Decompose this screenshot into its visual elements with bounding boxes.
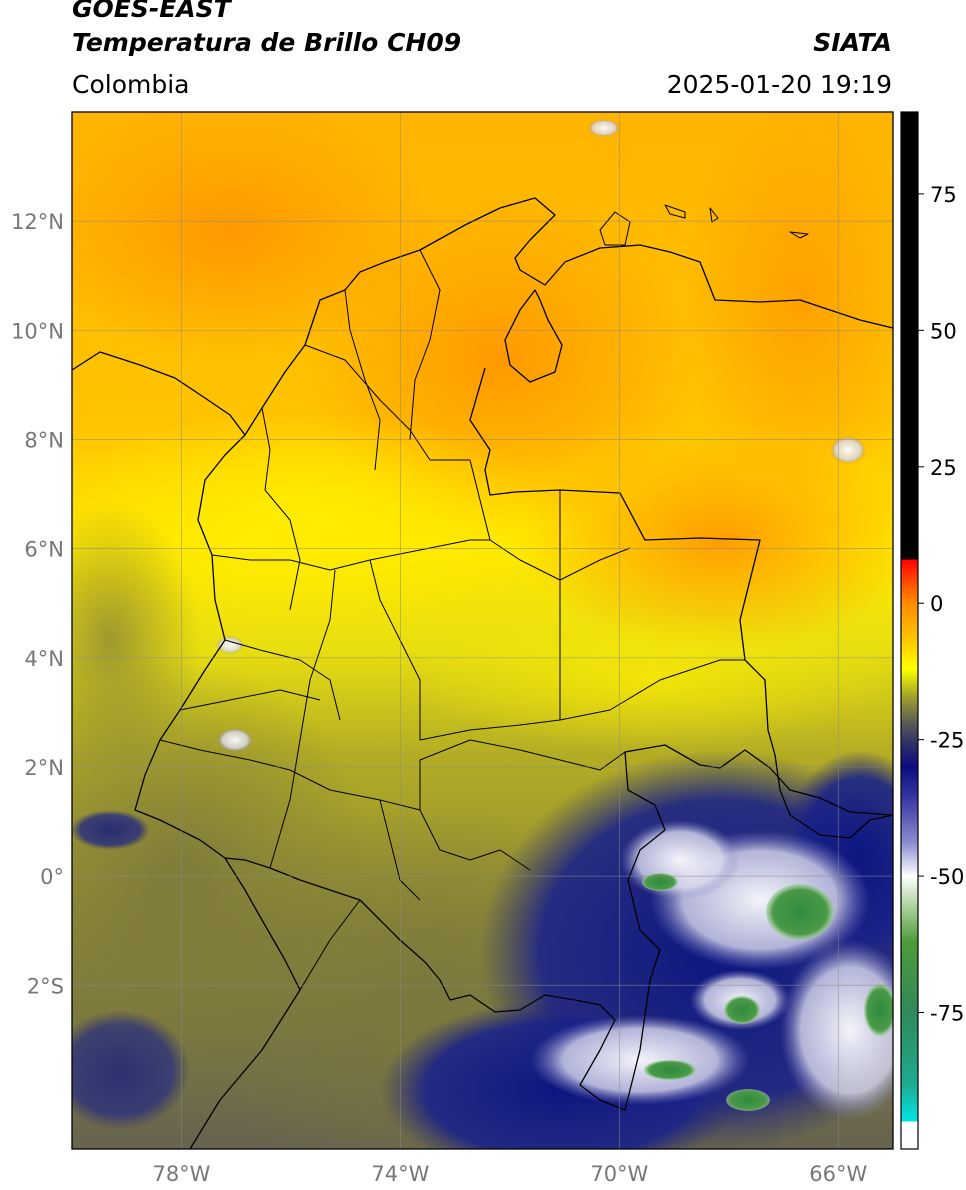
colombia-border-south (224, 744, 893, 1111)
agency-label: SIATA (813, 28, 892, 57)
region-label: Colombia (72, 70, 190, 99)
colorbar (900, 111, 919, 1150)
colorbar-tick-label: 75 (930, 183, 957, 207)
brightness-temperature-field (72, 112, 893, 1149)
lat-tick-label: 2°N (24, 756, 64, 780)
product-title: Temperatura de Brillo CH09 (72, 28, 462, 57)
lat-tick-label: 12°N (11, 210, 64, 234)
lat-lon-grid (72, 112, 893, 1149)
coastline-pacific (134, 434, 301, 1149)
boundaries (72, 197, 893, 1149)
lat-tick-label: 8°N (24, 428, 64, 452)
lat-tick-label: 2°S (27, 974, 64, 998)
satellite-title: GOES-EAST (72, 0, 231, 23)
colorbar-tick-label: -25 (930, 729, 964, 753)
lon-tick-label: 78°W (152, 1162, 210, 1186)
lon-tick-label: 74°W (371, 1162, 429, 1186)
coastline-caribbean (72, 197, 893, 436)
colorbar-tick-label: 0 (930, 592, 943, 616)
lon-tick-label: 70°W (590, 1162, 648, 1186)
colorbar-tick-label: -75 (930, 1002, 964, 1026)
lat-tick-label: 6°N (24, 538, 64, 562)
dept-lines (159, 249, 745, 991)
lake-maracaibo (504, 289, 563, 383)
colombia-border-east (469, 367, 893, 839)
lat-tick-label: 10°N (11, 319, 64, 343)
colorbar-tick-label: 50 (930, 319, 957, 343)
datetime-label: 2025-01-20 19:19 (666, 70, 892, 99)
islands-north (599, 204, 809, 246)
colorbar-tick-label: -50 (930, 865, 964, 889)
lon-tick-label: 66°W (809, 1162, 867, 1186)
colorbar-tick-label: 25 (930, 456, 957, 480)
map-frame (71, 111, 894, 1150)
lat-tick-label: 4°N (24, 647, 64, 671)
lat-tick-label: 0° (40, 865, 64, 889)
